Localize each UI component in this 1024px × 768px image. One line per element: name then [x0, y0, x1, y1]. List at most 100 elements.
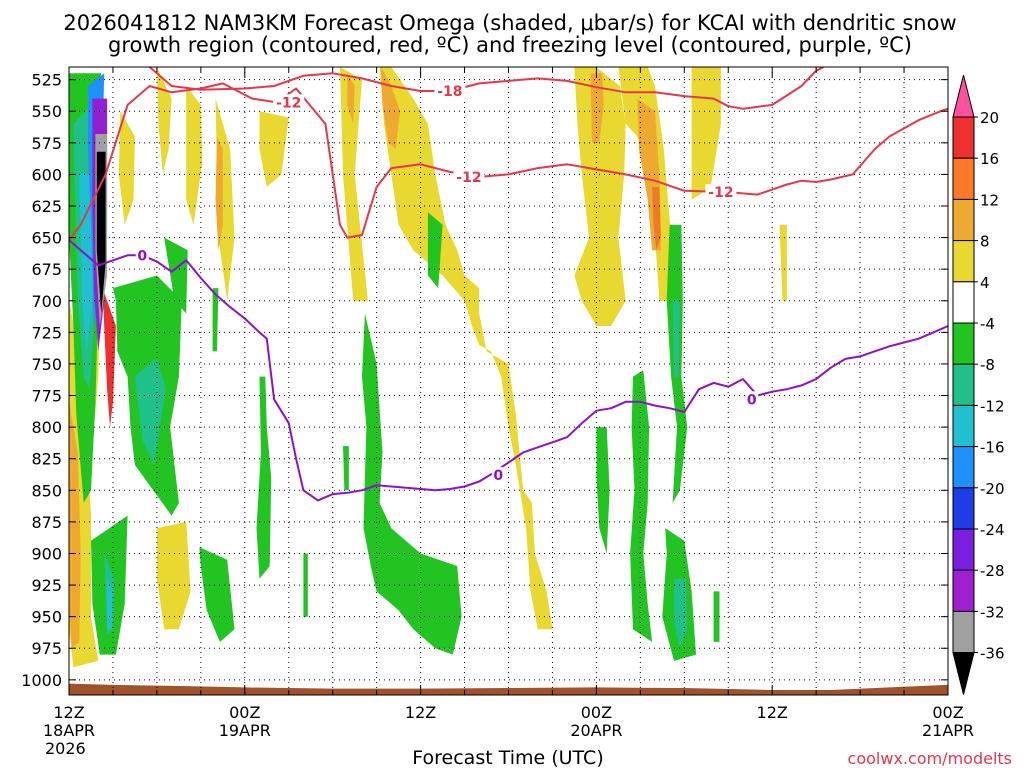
y-tick-label: 825 — [31, 450, 62, 469]
x-tick-label: 12Z — [53, 703, 84, 722]
y-tick-label: 525 — [31, 71, 62, 90]
y-tick-label: 950 — [31, 608, 62, 627]
colorbar-label: -12 — [980, 397, 1005, 415]
omega-region-green — [343, 446, 349, 491]
colorbar-label: 12 — [980, 191, 999, 209]
chart-title-line-2: growth region (contoured, red, ºC) and f… — [108, 33, 912, 57]
colorbar-label: -32 — [980, 603, 1005, 621]
colorbar-label: 16 — [980, 150, 999, 168]
colorbar: 20 16 12 8 4 -4 -8 -12 -16 -20 -24 -28 -32 -36 — [952, 74, 1005, 695]
x-tick-label: 20APR — [570, 721, 622, 740]
contour-label: 0 — [493, 468, 503, 484]
y-tick-label: 975 — [31, 639, 62, 658]
x-tick-label: 12Z — [405, 703, 436, 722]
contour-label-bg — [745, 391, 759, 407]
contour-label: -12 — [456, 170, 481, 186]
colorbar-swatch — [952, 569, 975, 612]
y-tick-label: 700 — [31, 292, 62, 311]
contour-label: -12 — [708, 185, 733, 201]
plot-area: -12 -18 -12 -12 0 0 0 — [69, 67, 948, 695]
colorbar-label: 4 — [980, 274, 990, 292]
colorbar-arrow-bottom — [952, 652, 975, 695]
colorbar-arrow-top — [952, 74, 975, 118]
x-tick-label: 21APR — [922, 721, 974, 740]
contour-label: 0 — [747, 392, 757, 408]
y-tick-label: 800 — [31, 418, 62, 437]
dgz-minus18-contour — [148, 67, 824, 110]
contour-label-bg — [705, 184, 737, 200]
colorbar-label: -24 — [980, 521, 1005, 539]
colorbar-label: -20 — [980, 480, 1005, 498]
contour-label: -18 — [437, 84, 462, 100]
colorbar-label: 8 — [980, 233, 990, 251]
omega-region-orange — [381, 67, 401, 150]
omega-region-yellow — [779, 224, 787, 301]
colorbar-label: -16 — [980, 439, 1005, 457]
x-tick-label: 00Z — [932, 703, 963, 722]
y-tick-label: 875 — [31, 513, 62, 532]
colorbar-swatch — [952, 198, 975, 242]
credit-text: coolwx.com/modelts — [848, 749, 1012, 768]
colorbar-swatch — [952, 487, 975, 530]
colorbar-label: 20 — [980, 109, 999, 127]
omega-region-orange_dark — [652, 187, 661, 251]
omega-region-green — [596, 427, 610, 554]
omega-region-green — [212, 288, 219, 352]
colorbar-swatch — [952, 528, 975, 571]
y-tick-label: 600 — [31, 165, 62, 184]
y-tick-label: 650 — [31, 229, 62, 248]
colorbar-swatch — [952, 363, 975, 406]
omega-region-black — [96, 151, 106, 314]
colorbar-swatch — [952, 610, 975, 654]
colorbar-label: -4 — [980, 315, 995, 333]
y-tick-label: 850 — [31, 481, 62, 500]
omega-region-green — [427, 212, 443, 289]
omega-region-red — [102, 288, 116, 428]
y-tick-label: 725 — [31, 323, 62, 342]
x-tick-label: 2026 — [45, 739, 86, 758]
omega-region-yellow — [379, 67, 553, 630]
y-tick-label: 625 — [31, 197, 62, 216]
y-tick-label: 775 — [31, 387, 62, 406]
contour-label: 0 — [137, 248, 147, 264]
y-tick-label: 1000 — [21, 671, 62, 690]
colorbar-swatch — [952, 116, 975, 159]
omega-region-cyan — [107, 578, 113, 630]
y-tick-label: 550 — [31, 102, 62, 121]
omega-region-yellow — [574, 67, 626, 326]
x-axis-title: Forecast Time (UTC) — [412, 747, 603, 768]
colorbar-swatch — [952, 322, 975, 365]
contour-label-bg — [491, 467, 505, 483]
omega-region-green — [164, 237, 188, 314]
omega-region-green — [630, 370, 653, 642]
omega-region-teal — [674, 578, 688, 649]
omega-region-green — [362, 313, 462, 655]
x-tick-label: 12Z — [757, 703, 788, 722]
omega-region-yellow — [156, 67, 172, 175]
y-axis: 525 550 575 600 625 650 675 700 725 750 775 800 825 8… — [21, 71, 948, 690]
contour-label-bg — [273, 94, 305, 110]
x-tick-label: 00Z — [581, 703, 612, 722]
omega-region-green — [303, 553, 308, 617]
omega-region-yellow — [118, 111, 135, 225]
x-tick-label: 18APR — [43, 721, 95, 740]
omega-region-orange — [590, 73, 604, 143]
colorbar-label: -8 — [980, 356, 995, 374]
y-tick-label: 900 — [31, 544, 62, 563]
colorbar-swatch — [952, 446, 975, 489]
contour-label-bg — [453, 168, 485, 184]
colorbar-label: -36 — [980, 645, 1005, 663]
colorbar-swatch — [952, 157, 975, 200]
y-tick-label: 675 — [31, 260, 62, 279]
omega-region-yellow — [340, 67, 368, 301]
omega-region-orange — [69, 401, 81, 649]
omega-region-yellow — [156, 521, 191, 630]
y-tick-label: 575 — [31, 134, 62, 153]
x-tick-label: 00Z — [229, 703, 260, 722]
omega-region-yellow — [259, 111, 289, 187]
x-tick-label: 19APR — [219, 721, 271, 740]
omega-region-green — [199, 547, 235, 642]
omega-region-green — [256, 376, 272, 579]
